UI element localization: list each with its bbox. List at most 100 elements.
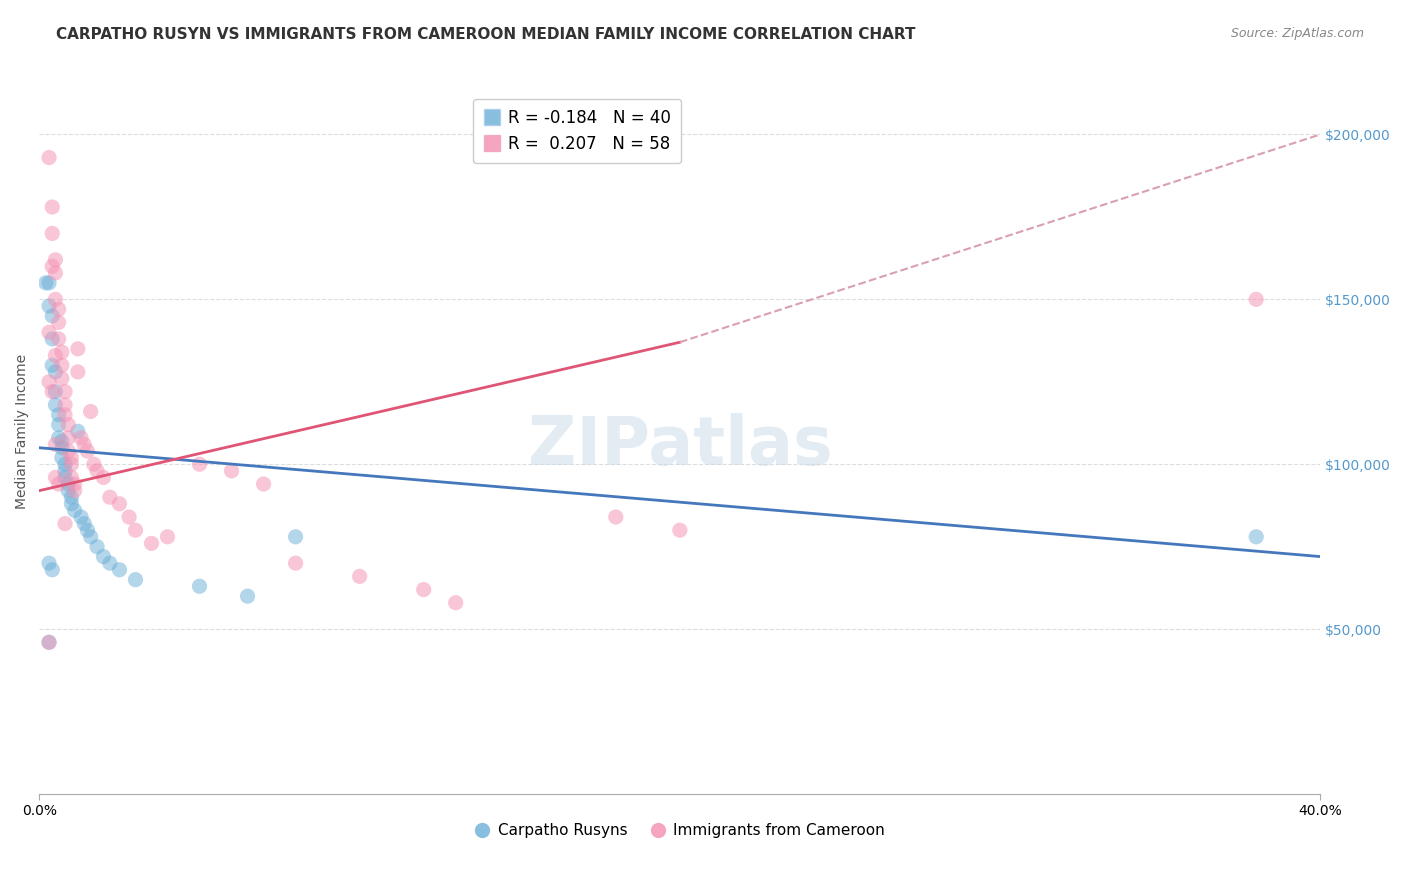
Point	[124, 573, 146, 587]
Point	[349, 569, 371, 583]
Point	[60, 450, 83, 465]
Point	[156, 530, 179, 544]
Point	[66, 424, 89, 438]
Point	[86, 464, 108, 478]
Point	[66, 342, 89, 356]
Point	[58, 444, 80, 458]
Point	[444, 596, 467, 610]
Point	[188, 579, 211, 593]
Point	[48, 431, 70, 445]
Point	[51, 371, 73, 385]
Point	[51, 434, 73, 449]
Point	[44, 252, 66, 267]
Point	[53, 470, 76, 484]
Point	[51, 345, 73, 359]
Point	[70, 510, 93, 524]
Point	[221, 464, 243, 478]
Point	[58, 431, 80, 445]
Point	[38, 556, 60, 570]
Point	[38, 375, 60, 389]
Point	[51, 441, 73, 455]
Point	[53, 516, 76, 531]
Point	[108, 563, 131, 577]
Point	[1244, 293, 1267, 307]
Point	[41, 332, 63, 346]
Point	[48, 477, 70, 491]
Point	[70, 431, 93, 445]
Point	[98, 490, 121, 504]
Text: CARPATHO RUSYN VS IMMIGRANTS FROM CAMEROON MEDIAN FAMILY INCOME CORRELATION CHAR: CARPATHO RUSYN VS IMMIGRANTS FROM CAMERO…	[56, 27, 915, 42]
Point	[188, 457, 211, 471]
Text: ZIPatlas: ZIPatlas	[527, 413, 832, 479]
Point	[66, 365, 89, 379]
Point	[76, 444, 98, 458]
Point	[63, 483, 86, 498]
Point	[41, 563, 63, 577]
Point	[73, 516, 96, 531]
Point	[41, 227, 63, 241]
Point	[38, 276, 60, 290]
Point	[53, 408, 76, 422]
Point	[41, 384, 63, 399]
Point	[44, 437, 66, 451]
Text: Source: ZipAtlas.com: Source: ZipAtlas.com	[1230, 27, 1364, 40]
Point	[93, 470, 115, 484]
Point	[53, 464, 76, 478]
Point	[236, 589, 259, 603]
Point	[60, 490, 83, 504]
Point	[284, 556, 307, 570]
Point	[41, 200, 63, 214]
Point	[412, 582, 434, 597]
Point	[41, 260, 63, 274]
Point	[58, 477, 80, 491]
Point	[60, 497, 83, 511]
Point	[38, 299, 60, 313]
Legend: Carpatho Rusyns, Immigrants from Cameroon: Carpatho Rusyns, Immigrants from Cameroo…	[468, 817, 891, 845]
Point	[38, 151, 60, 165]
Point	[83, 457, 105, 471]
Point	[108, 497, 131, 511]
Point	[669, 523, 692, 537]
Point	[53, 384, 76, 399]
Point	[86, 540, 108, 554]
Point	[76, 523, 98, 537]
Point	[53, 457, 76, 471]
Point	[73, 437, 96, 451]
Point	[98, 556, 121, 570]
Point	[48, 315, 70, 329]
Point	[48, 408, 70, 422]
Point	[124, 523, 146, 537]
Point	[44, 398, 66, 412]
Point	[58, 483, 80, 498]
Point	[44, 365, 66, 379]
Point	[44, 384, 66, 399]
Point	[44, 348, 66, 362]
Point	[41, 359, 63, 373]
Point	[35, 276, 58, 290]
Y-axis label: Median Family Income: Median Family Income	[15, 354, 30, 508]
Point	[58, 417, 80, 432]
Point	[79, 530, 101, 544]
Point	[48, 302, 70, 317]
Point	[38, 635, 60, 649]
Point	[41, 309, 63, 323]
Point	[63, 477, 86, 491]
Point	[38, 326, 60, 340]
Point	[605, 510, 627, 524]
Point	[141, 536, 163, 550]
Point	[93, 549, 115, 564]
Point	[60, 470, 83, 484]
Point	[118, 510, 141, 524]
Point	[44, 293, 66, 307]
Point	[284, 530, 307, 544]
Point	[53, 398, 76, 412]
Point	[51, 359, 73, 373]
Point	[48, 332, 70, 346]
Point	[44, 470, 66, 484]
Point	[252, 477, 274, 491]
Point	[60, 457, 83, 471]
Point	[48, 417, 70, 432]
Point	[38, 635, 60, 649]
Point	[79, 404, 101, 418]
Point	[51, 450, 73, 465]
